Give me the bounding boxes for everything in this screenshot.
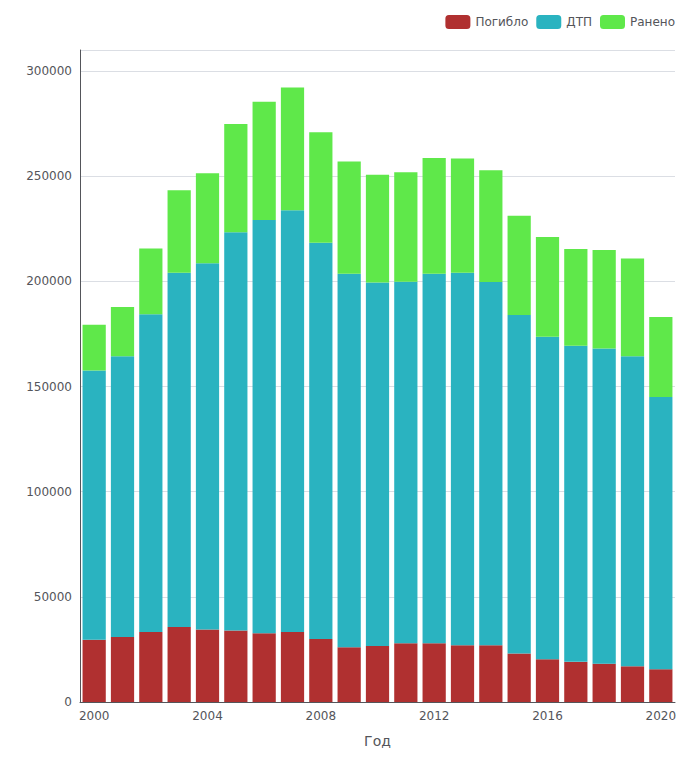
svg-text:300000: 300000 <box>26 64 72 78</box>
svg-text:Погибло: Погибло <box>475 15 528 29</box>
svg-text:2012: 2012 <box>419 709 450 723</box>
svg-text:2004: 2004 <box>192 709 223 723</box>
svg-text:2020: 2020 <box>646 709 677 723</box>
svg-text:250000: 250000 <box>26 169 72 183</box>
svg-text:100000: 100000 <box>26 485 72 499</box>
svg-text:50000: 50000 <box>34 590 72 604</box>
svg-text:200000: 200000 <box>26 274 72 288</box>
svg-text:2000: 2000 <box>79 709 110 723</box>
svg-text:2008: 2008 <box>306 709 337 723</box>
svg-text:Ранено: Ранено <box>630 15 675 29</box>
svg-text:2016: 2016 <box>532 709 563 723</box>
svg-text:ДТП: ДТП <box>566 15 592 29</box>
svg-text:150000: 150000 <box>26 380 72 394</box>
svg-text:Год: Год <box>364 733 391 749</box>
svg-text:0: 0 <box>64 695 72 709</box>
